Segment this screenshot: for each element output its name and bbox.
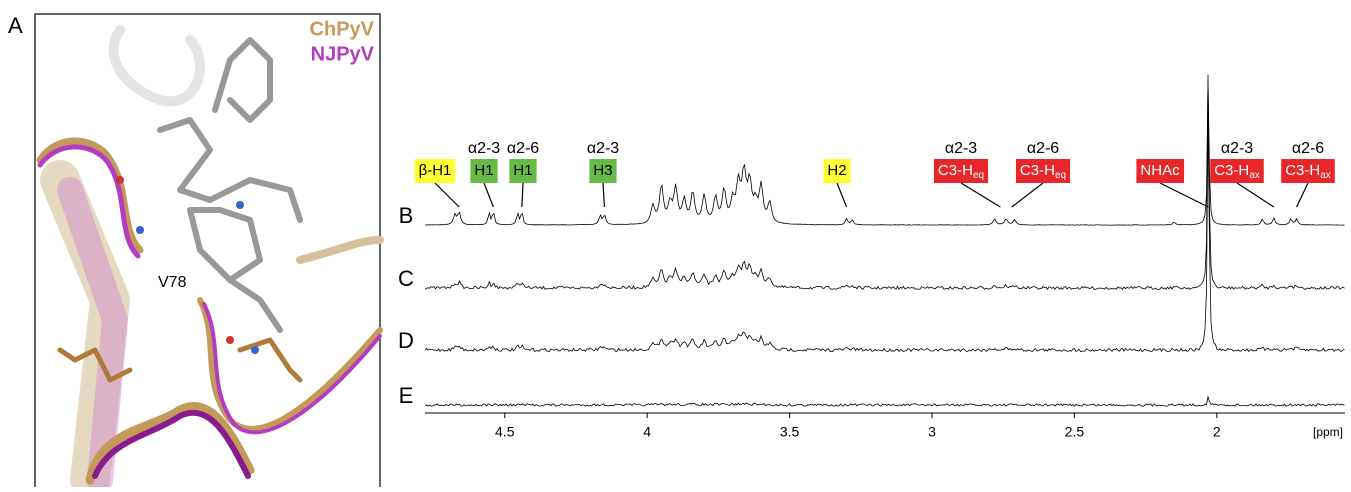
peak-leader: [1297, 183, 1308, 207]
peak-label: NHAc: [1140, 162, 1180, 179]
peak-group: α2-3: [945, 140, 977, 157]
peak-leader: [1012, 183, 1043, 207]
peak-label-sub: ax: [1249, 170, 1260, 181]
peak-label-sub: eq: [1055, 170, 1066, 181]
x-tick-label: 2.5: [1065, 424, 1085, 440]
peak-group: α2-3: [587, 140, 619, 157]
peak-leader: [522, 183, 523, 207]
peak-label-text: β-H1: [419, 162, 452, 179]
peak-label: H1: [474, 162, 493, 179]
peak-leader: [961, 183, 1000, 207]
trace-label: C: [398, 266, 414, 291]
peak-label: H3: [593, 162, 612, 179]
peak-leader: [484, 183, 493, 207]
panel-label: A: [8, 13, 23, 38]
x-tick-label: 4.5: [495, 424, 515, 440]
peak-label-text: H3: [593, 162, 612, 179]
x-tick-label: 3.5: [780, 424, 800, 440]
legend-entry: NJPyV: [311, 43, 375, 65]
peak-label: β-H1: [419, 162, 452, 179]
trace-label: D: [398, 328, 414, 353]
peak-label-text: C3-H: [938, 162, 973, 179]
peak-group: α2-3: [1221, 140, 1253, 157]
peak-group: α2-6: [1027, 140, 1059, 157]
legend-entry: ChPyV: [310, 18, 375, 40]
peak-label-text: C3-H: [1214, 162, 1249, 179]
peak-label-sub: ax: [1320, 170, 1331, 181]
x-tick-label: 3: [928, 424, 936, 440]
peak-group: α2-6: [507, 140, 539, 157]
peak-label: H1: [513, 162, 532, 179]
spectra: 4.5 4 3.5 3 2.5 2 [ppm] B C D Eβ-H1 H1 α2-3 H1 α2-6 H3 α…: [398, 75, 1345, 440]
residue-label: V78: [158, 274, 187, 291]
figure: A ChPyV NJPyV V78 4.5 4 3.5 3 2.5 2 [ppm] B C D Eβ…: [0, 0, 1351, 487]
trace-label: B: [399, 203, 414, 228]
peak-label-text: H1: [513, 162, 532, 179]
peak-group: α2-6: [1292, 140, 1324, 157]
peak-label-text: C3-H: [1285, 162, 1320, 179]
x-unit: [ppm]: [1313, 425, 1343, 439]
peak-leader: [1237, 183, 1274, 207]
x-tick-label: 4: [643, 424, 651, 440]
x-tick-label: 2: [1213, 424, 1221, 440]
peak-label-text: NHAc: [1140, 162, 1180, 179]
peak-leader: [603, 183, 604, 207]
trace-label: E: [399, 383, 414, 408]
peak-label-text: H1: [474, 162, 493, 179]
peak-label-text: C3-H: [1020, 162, 1055, 179]
spectrum-trace: [425, 397, 1345, 406]
peak-leader: [837, 183, 847, 207]
peak-label: H2: [827, 162, 846, 179]
peak-leader: [435, 183, 459, 207]
peak-label-sub: eq: [973, 170, 984, 181]
peak-label-text: H2: [827, 162, 846, 179]
peak-group: α2-3: [468, 140, 500, 157]
peak-leader: [1160, 183, 1208, 207]
